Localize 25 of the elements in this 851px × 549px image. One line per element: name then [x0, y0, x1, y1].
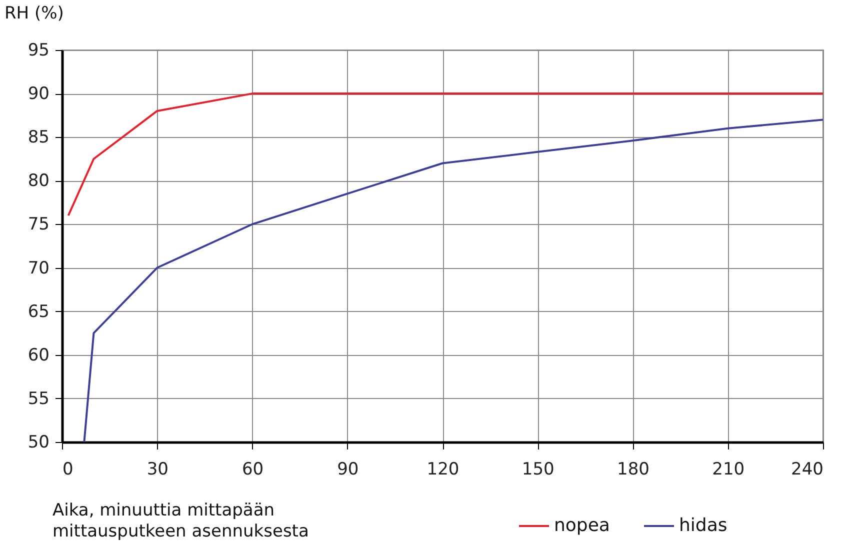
y-axis-title: RH (%) [4, 4, 64, 24]
x-tick-label: 30 [146, 460, 168, 480]
legend-label: nopea [554, 515, 610, 536]
x-tick-label: 240 [791, 460, 824, 480]
x-axis-title: Aika, minuuttia mittapään mittausputkeen asennuksesta [52, 500, 309, 542]
y-tick-label: 70 [28, 258, 50, 278]
y-tick-label: 65 [28, 302, 50, 322]
y-tick-label: 55 [28, 388, 50, 409]
x-tick-label: 120 [426, 460, 460, 480]
x-tick-label: 0 [62, 460, 74, 480]
legend-label: hidas [679, 515, 728, 536]
line-series [67, 92, 823, 217]
x-tick-label: 90 [337, 460, 359, 480]
y-tick-label: 80 [28, 171, 50, 192]
x-tick-label: 60 [242, 460, 264, 480]
y-tick-label: 90 [28, 84, 50, 104]
x-tick-label: 180 [617, 460, 650, 480]
y-tick-label: 85 [28, 128, 50, 148]
x-tick-label: 150 [522, 460, 554, 480]
y-tick-label: 50 [28, 432, 50, 452]
y-tick-label: 60 [28, 345, 50, 366]
y-tick-label: 95 [28, 40, 50, 60]
line-series [83, 118, 823, 442]
x-tick-label: 210 [712, 460, 745, 480]
y-tick-label: 75 [28, 214, 50, 235]
